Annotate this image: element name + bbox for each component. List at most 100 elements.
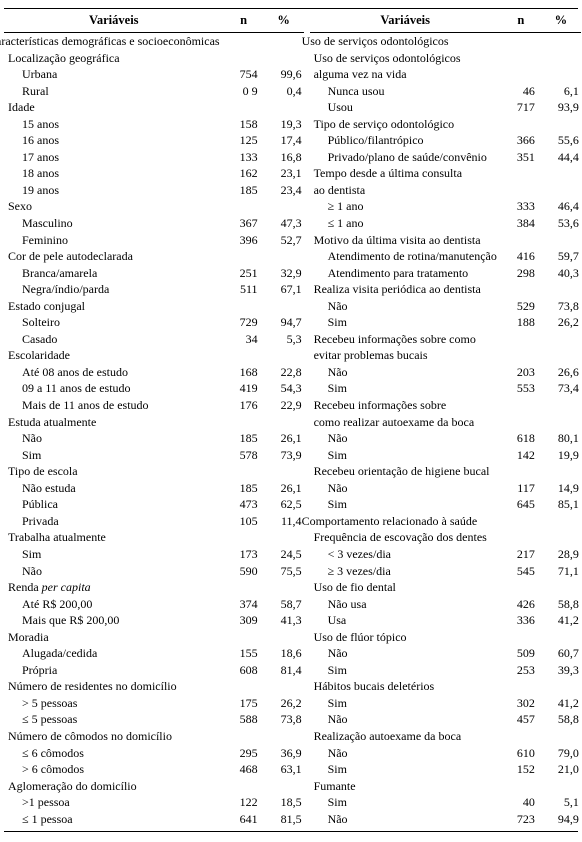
table-row: Sim64585,1 xyxy=(310,496,581,513)
row-pct: 11,4 xyxy=(264,513,304,530)
row-n xyxy=(501,281,541,298)
table-row: Sim18826,2 xyxy=(310,314,581,331)
row-label: Não xyxy=(310,711,501,728)
row-pct xyxy=(541,778,581,795)
table-row: Tempo desde a última consulta xyxy=(310,165,581,182)
row-n: 473 xyxy=(224,496,264,513)
row-n: 645 xyxy=(501,496,541,513)
row-label: Motivo da última visita ao dentista xyxy=(310,232,501,249)
row-n: 641 xyxy=(224,811,264,828)
row-label: Tipo de escola xyxy=(4,463,224,480)
row-pct: 94,9 xyxy=(541,811,581,828)
table-row: Não61079,0 xyxy=(310,745,581,762)
table-row: alguma vez na vida xyxy=(310,66,581,83)
row-n: 173 xyxy=(224,546,264,563)
row-n xyxy=(224,99,264,116)
table-row: aracterísticas demográficas e socioeconô… xyxy=(4,33,304,50)
row-label: Não xyxy=(310,480,501,497)
row-pct: 75,5 xyxy=(264,563,304,580)
row-label: Branca/amarela xyxy=(4,265,224,282)
row-label: como realizar autoexame da boca xyxy=(310,414,501,431)
row-label: Sim xyxy=(4,546,224,563)
table-row: Aglomeração do domicílio xyxy=(4,778,304,795)
row-n xyxy=(224,778,264,795)
row-label: Frequência de escovação dos dentes xyxy=(310,529,501,546)
row-label: Público/filantrópico xyxy=(310,132,501,149)
row-n: 416 xyxy=(501,248,541,265)
row-pct: 60,7 xyxy=(541,645,581,662)
row-pct: 73,4 xyxy=(541,380,581,397)
right-rows: Uso de serviços odontológicosUso de serv… xyxy=(310,33,581,827)
row-pct xyxy=(541,116,581,133)
row-pct: 47,3 xyxy=(264,215,304,232)
table-row: 17 anos13316,8 xyxy=(4,149,304,166)
row-n: 529 xyxy=(501,298,541,315)
table-row: Tipo de escola xyxy=(4,463,304,480)
table-row: Usou71793,9 xyxy=(310,99,581,116)
row-n: 618 xyxy=(501,430,541,447)
row-n: 426 xyxy=(501,596,541,613)
table-row: Não18526,1 xyxy=(4,430,304,447)
row-pct xyxy=(541,678,581,695)
row-label: ≤ 1 pessoa xyxy=(4,811,224,828)
row-pct xyxy=(264,579,304,596)
row-n: 374 xyxy=(224,596,264,613)
row-label: Negra/índio/parda xyxy=(4,281,224,298)
row-pct: 28,9 xyxy=(541,546,581,563)
row-label: Tempo desde a última consulta xyxy=(310,165,501,182)
row-pct: 59,7 xyxy=(541,248,581,265)
row-pct xyxy=(264,50,304,67)
table-row: Comportamento relacionado à saúde xyxy=(310,513,581,530)
row-n: 168 xyxy=(224,364,264,381)
row-n: 253 xyxy=(501,662,541,679)
row-pct xyxy=(264,414,304,431)
row-n xyxy=(501,33,541,50)
row-pct: 53,6 xyxy=(541,215,581,232)
row-label: Usa xyxy=(310,612,501,629)
row-n xyxy=(224,248,264,265)
table-row: Uso de serviços odontológicos xyxy=(310,33,581,50)
row-label: Não xyxy=(310,430,501,447)
row-label: >1 pessoa xyxy=(4,794,224,811)
row-pct xyxy=(541,414,581,431)
table-row: Solteiro72994,7 xyxy=(4,314,304,331)
row-pct: 85,1 xyxy=(541,496,581,513)
row-n: 302 xyxy=(501,695,541,712)
table-row: Rural0 90,4 xyxy=(4,83,304,100)
row-n xyxy=(501,66,541,83)
row-pct xyxy=(541,281,581,298)
row-pct xyxy=(264,629,304,646)
row-n xyxy=(224,463,264,480)
row-n: 590 xyxy=(224,563,264,580)
table-row: Nunca usou466,1 xyxy=(310,83,581,100)
row-n: 509 xyxy=(501,645,541,662)
row-label: Número de residentes no domicílio xyxy=(4,678,224,695)
row-label: Uso de flúor tópico xyxy=(310,629,501,646)
row-n: 366 xyxy=(501,132,541,149)
row-label: Sim xyxy=(310,761,501,778)
row-label: Número de cômodos no domicílio xyxy=(4,728,224,745)
row-n xyxy=(501,513,541,530)
row-pct: 26,1 xyxy=(264,430,304,447)
table-row: Motivo da última visita ao dentista xyxy=(310,232,581,249)
row-pct xyxy=(541,579,581,596)
row-label: Uso de fio dental xyxy=(310,579,501,596)
row-label: Aglomeração do domicílio xyxy=(4,778,224,795)
row-n xyxy=(224,50,264,67)
row-n xyxy=(224,579,264,596)
row-pct: 23,1 xyxy=(264,165,304,182)
row-label: Não xyxy=(4,563,224,580)
row-n xyxy=(224,347,264,364)
table-row: Recebeu informações sobre xyxy=(310,397,581,414)
row-n: 251 xyxy=(224,265,264,282)
table-row: Recebeu orientação de higiene bucal xyxy=(310,463,581,480)
row-label: Comportamento relacionado à saúde xyxy=(302,513,501,530)
row-pct: 26,2 xyxy=(541,314,581,331)
row-n: 162 xyxy=(224,165,264,182)
row-n xyxy=(224,414,264,431)
row-label: Feminino xyxy=(4,232,224,249)
left-column: Variáveis n % aracterísticas demográfica… xyxy=(4,9,304,831)
row-n: 553 xyxy=(501,380,541,397)
table-row: Estuda atualmente xyxy=(4,414,304,431)
table-row: Fumante xyxy=(310,778,581,795)
